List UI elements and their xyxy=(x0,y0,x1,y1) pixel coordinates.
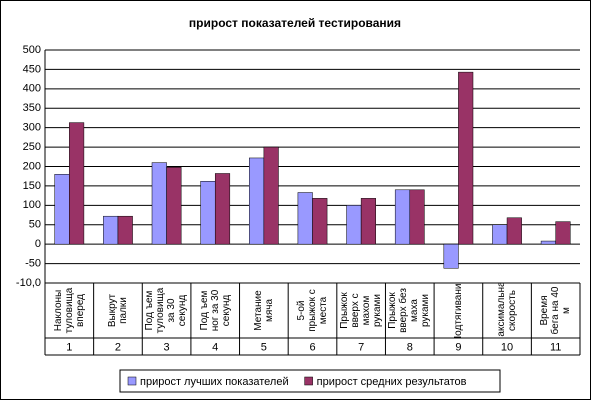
category-name-box: Прыжок вверх с махом руками xyxy=(339,292,384,329)
category-name: Подтягивание xyxy=(452,283,464,338)
bar xyxy=(312,198,328,245)
bar xyxy=(458,71,474,245)
bar xyxy=(506,217,522,245)
x-tick-label: 3 xyxy=(164,341,170,353)
bar xyxy=(555,221,571,245)
legend-swatch xyxy=(127,376,137,386)
x-tick-label: 7 xyxy=(358,341,364,353)
bar xyxy=(200,181,216,245)
y-tick-label: -10,0 xyxy=(16,277,41,289)
x-tick-label: 2 xyxy=(115,341,121,353)
bar xyxy=(117,215,133,245)
bar xyxy=(492,224,508,245)
category-name: Прыжок вверх с махом руками xyxy=(339,292,384,329)
y-tick-label: 350 xyxy=(23,102,41,114)
category-name: Время бега на 40 м xyxy=(539,286,573,335)
bar xyxy=(103,215,119,245)
x-tick-label: 10 xyxy=(501,341,513,353)
bar xyxy=(394,189,411,245)
y-tick-label: 450 xyxy=(23,63,41,75)
category-name: 5-ой прыжок с места xyxy=(295,289,329,332)
category-name-box: Выкрут палки xyxy=(106,293,129,328)
legend-swatch xyxy=(304,376,313,386)
y-tick-label: 150 xyxy=(23,180,41,192)
x-tick-label: 6 xyxy=(309,341,315,353)
category-name-box: Прыжок вверх без маха руками xyxy=(387,288,432,333)
chart-title: прирост показателей тестирования xyxy=(189,16,401,30)
bar xyxy=(360,198,376,245)
bar xyxy=(297,192,313,245)
category-name: Под ъем туловища за 30 секунд xyxy=(144,287,189,334)
legend-label: прирост лучших показателей xyxy=(140,376,289,388)
category-name-box: Максимальная скорость xyxy=(496,283,519,338)
bar xyxy=(263,146,279,245)
y-tick-label: 250 xyxy=(23,141,41,153)
category-name: Выкрут палки xyxy=(106,293,129,328)
bar xyxy=(54,174,70,245)
x-tick-label: 4 xyxy=(212,341,218,353)
category-name-box: Время бега на 40 м xyxy=(539,286,573,335)
category-name-box: Наклоны туловища вперед xyxy=(52,287,86,334)
bar xyxy=(249,157,265,245)
y-tick-label: 400 xyxy=(23,83,41,95)
x-tick-label: 8 xyxy=(407,341,413,353)
bar xyxy=(540,240,556,245)
category-name-box: Подтягивание xyxy=(452,283,464,338)
category-name-box: Метание мяча xyxy=(252,290,275,331)
y-tick-label: 500 xyxy=(23,44,41,56)
category-name: Метание мяча xyxy=(252,290,275,331)
x-tick-label: 5 xyxy=(261,341,267,353)
bar xyxy=(214,173,231,245)
bar xyxy=(166,167,182,245)
x-tick-label: 9 xyxy=(455,341,461,353)
category-name: Максимальная скорость xyxy=(496,283,519,338)
x-tick-label: 1 xyxy=(66,341,72,353)
bar xyxy=(443,243,459,269)
y-tick-label: 0 xyxy=(35,238,41,250)
x-tick-label: 11 xyxy=(550,341,561,353)
category-name-box: Под ъем ног за 30 секунд xyxy=(198,289,232,332)
y-tick-label: 200 xyxy=(23,160,41,172)
y-tick-label: 50 xyxy=(29,219,41,231)
category-name: Наклоны туловища вперед xyxy=(52,287,86,334)
bar xyxy=(151,162,167,245)
category-name-box: Под ъем туловища за 30 секунд xyxy=(144,287,189,334)
y-tick-label: -50 xyxy=(25,257,41,269)
y-tick-label: 300 xyxy=(23,122,41,134)
y-tick-label: 100 xyxy=(23,199,41,211)
category-name: Прыжок вверх без маха руками xyxy=(387,288,432,333)
bar xyxy=(346,205,362,245)
bar xyxy=(69,122,85,245)
category-name-box: 5-ой прыжок с места xyxy=(295,289,329,332)
legend-label: прирост средних результатов xyxy=(317,376,467,388)
bar xyxy=(409,189,425,245)
category-name: Под ъем ног за 30 секунд xyxy=(198,289,232,332)
